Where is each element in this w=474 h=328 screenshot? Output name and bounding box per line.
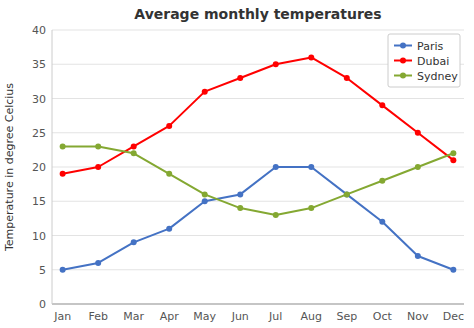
point bbox=[379, 219, 385, 225]
y-tick-label: 35 bbox=[32, 58, 46, 71]
x-tick-label: Feb bbox=[88, 310, 107, 323]
point bbox=[131, 150, 137, 156]
y-tick-label: 10 bbox=[32, 230, 46, 243]
point bbox=[202, 89, 208, 95]
point bbox=[237, 75, 243, 81]
x-tick-label: Jul bbox=[268, 310, 282, 323]
legend-label: Sydney bbox=[417, 70, 458, 83]
legend-marker bbox=[400, 43, 406, 49]
point bbox=[450, 267, 456, 273]
y-tick-label: 25 bbox=[32, 127, 46, 140]
point bbox=[344, 75, 350, 81]
x-tick-label: Aug bbox=[301, 310, 322, 323]
line bbox=[63, 146, 454, 215]
x-tick-label: Nov bbox=[407, 310, 429, 323]
point bbox=[379, 102, 385, 108]
axes: 0 5 10 15 20 25 30 35 40 Jan Feb Mar Apr May Jun Jul Aug… bbox=[32, 24, 464, 323]
point bbox=[95, 260, 101, 266]
point bbox=[166, 226, 172, 232]
point bbox=[308, 205, 314, 211]
point bbox=[95, 164, 101, 170]
grid-line bbox=[52, 98, 464, 99]
grid-line bbox=[52, 30, 464, 31]
legend-marker bbox=[400, 73, 406, 79]
line bbox=[63, 57, 454, 173]
point bbox=[166, 123, 172, 129]
y-tick-label: 0 bbox=[39, 298, 46, 311]
point bbox=[379, 178, 385, 184]
x-tick-label: Oct bbox=[373, 310, 393, 323]
grid-line bbox=[52, 132, 464, 133]
x-axis-line bbox=[52, 304, 464, 305]
point bbox=[308, 54, 314, 60]
legend-label: Dubai bbox=[417, 55, 449, 68]
legend-box bbox=[388, 34, 460, 87]
point bbox=[308, 164, 314, 170]
x-tick-label: May bbox=[193, 310, 216, 323]
legend-label: Paris bbox=[417, 40, 443, 53]
y-tick-label: 15 bbox=[32, 195, 46, 208]
x-tick-label: Mar bbox=[123, 310, 144, 323]
point bbox=[202, 191, 208, 197]
point bbox=[273, 164, 279, 170]
point bbox=[237, 205, 243, 211]
grid-line bbox=[52, 201, 464, 202]
x-tick-label: Jun bbox=[231, 310, 249, 323]
line bbox=[63, 167, 454, 270]
grid-line bbox=[52, 167, 464, 168]
point bbox=[237, 191, 243, 197]
y-axis-label: Temperature in degree Celcius bbox=[3, 83, 16, 252]
grid-line bbox=[52, 269, 464, 270]
grid-line bbox=[52, 235, 464, 236]
point bbox=[273, 61, 279, 67]
point bbox=[344, 191, 350, 197]
point bbox=[415, 164, 421, 170]
point bbox=[273, 212, 279, 218]
x-tick-label: Jan bbox=[53, 310, 71, 323]
point bbox=[202, 198, 208, 204]
series bbox=[60, 164, 457, 273]
point bbox=[95, 143, 101, 149]
point bbox=[415, 253, 421, 259]
series bbox=[60, 143, 457, 218]
chart: 0 5 10 15 20 25 30 35 40 Jan Feb Mar Apr May Jun Jul Aug… bbox=[0, 0, 474, 328]
x-tick-label: Dec bbox=[443, 310, 464, 323]
point bbox=[450, 150, 456, 156]
point bbox=[60, 143, 66, 149]
title: Average monthly temperatures bbox=[134, 6, 381, 22]
y-tick-label: 20 bbox=[32, 161, 46, 174]
point bbox=[415, 130, 421, 136]
point bbox=[131, 143, 137, 149]
x-tick-label: Apr bbox=[160, 310, 180, 323]
point bbox=[166, 171, 172, 177]
point bbox=[60, 267, 66, 273]
y-axis-line bbox=[52, 30, 53, 304]
point bbox=[344, 191, 350, 197]
grid-line bbox=[52, 304, 464, 305]
point bbox=[450, 157, 456, 163]
y-tick-label: 5 bbox=[39, 264, 46, 277]
y-tick-label: 30 bbox=[32, 93, 46, 106]
point bbox=[131, 239, 137, 245]
legend-marker bbox=[400, 58, 406, 64]
y-tick-label: 40 bbox=[32, 24, 46, 37]
point bbox=[60, 171, 66, 177]
legend: Paris Dubai Sydney bbox=[388, 34, 460, 87]
chart-container: 0 5 10 15 20 25 30 35 40 Jan Feb Mar Apr May Jun Jul Aug… bbox=[0, 0, 474, 328]
x-tick-label: Sep bbox=[336, 310, 357, 323]
